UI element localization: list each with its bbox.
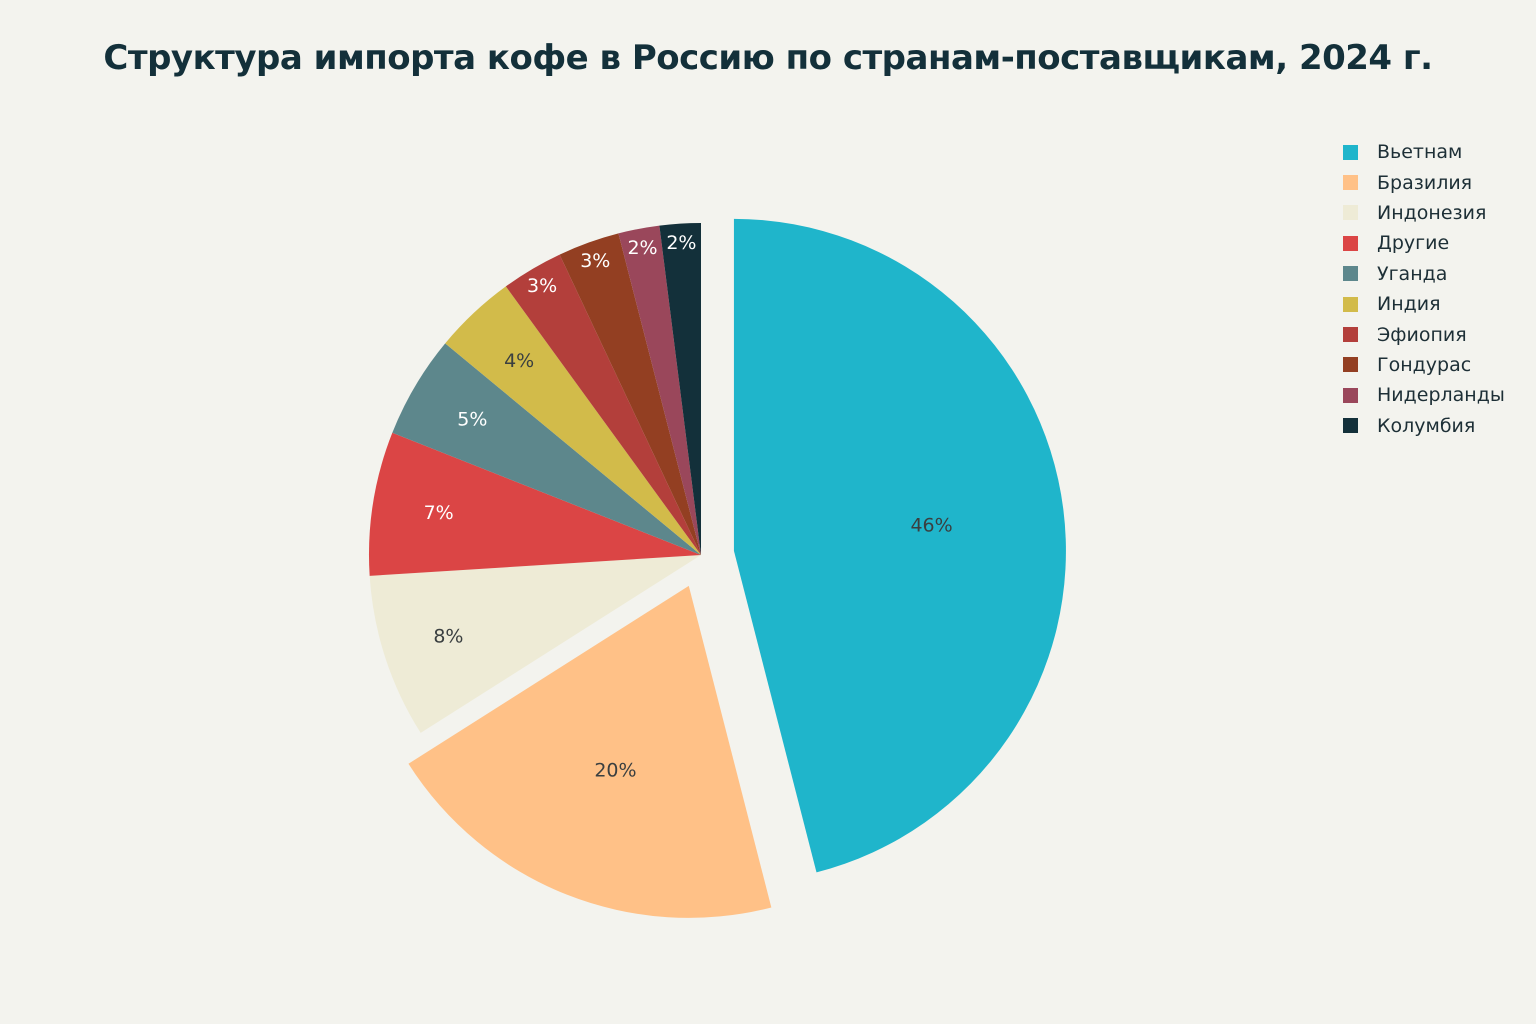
pie-slice-label-5: 5% — [457, 408, 487, 430]
pie-slice-label-4: 7% — [424, 502, 454, 524]
pie-slice-10 — [659, 223, 701, 555]
legend-swatch — [1343, 235, 1358, 251]
legend-item-3[interactable]: Индонезия — [1343, 198, 1505, 228]
pie-slice-7 — [505, 254, 701, 555]
legend-item-8[interactable]: Гондурас — [1343, 350, 1505, 380]
legend-label: Эфиопия — [1377, 323, 1467, 346]
chart-title: Структура импорта кофе в Россию по стран… — [103, 38, 1433, 78]
pie-slice-label-9: 2% — [627, 237, 657, 259]
legend-item-5[interactable]: Уганда — [1343, 259, 1505, 289]
pie-slice-label-8: 3% — [580, 250, 610, 272]
legend-label: Бразилия — [1377, 171, 1473, 194]
pie-slice-2 — [408, 585, 772, 918]
legend-item-1[interactable]: Вьетнам — [1343, 137, 1505, 167]
pie-slice-label-7: 3% — [527, 275, 557, 297]
pie-slice-1 — [733, 218, 1066, 873]
pie-slice-5 — [392, 343, 701, 555]
legend-label: Индонезия — [1377, 201, 1487, 224]
legend-item-7[interactable]: Эфиопия — [1343, 319, 1505, 349]
legend-item-9[interactable]: Нидерланды — [1343, 380, 1505, 410]
legend-label: Уганда — [1377, 262, 1448, 285]
legend-item-4[interactable]: Другие — [1343, 228, 1505, 258]
pie-slice-label-1: 46% — [910, 514, 952, 536]
legend-swatch — [1343, 205, 1358, 221]
pie-slice-label-10: 2% — [666, 232, 696, 254]
pie-slice-6 — [445, 286, 701, 555]
legend-item-2[interactable]: Бразилия — [1343, 167, 1505, 197]
legend-label: Гондурас — [1377, 353, 1472, 376]
legend-swatch — [1343, 296, 1358, 312]
legend-item-6[interactable]: Индия — [1343, 289, 1505, 319]
legend-swatch — [1343, 418, 1358, 434]
legend-swatch — [1343, 144, 1358, 160]
legend-swatch — [1343, 357, 1358, 373]
legend-label: Индия — [1377, 293, 1441, 316]
pie-slice-3 — [369, 555, 701, 733]
legend-swatch — [1343, 327, 1358, 343]
legend-swatch — [1343, 387, 1358, 403]
pie-slice-4 — [369, 432, 701, 576]
pie-slice-label-3: 8% — [433, 626, 463, 648]
legend-item-10[interactable]: Колумбия — [1343, 411, 1505, 441]
legend-swatch — [1343, 266, 1358, 282]
legend-label: Нидерланды — [1377, 384, 1505, 407]
legend-label: Колумбия — [1377, 414, 1476, 437]
legend: Вьетнам Бразилия Индонезия Другие Уганда Инди… — [1343, 137, 1505, 441]
legend-label: Вьетнам — [1377, 141, 1463, 164]
pie-slice-label-2: 20% — [594, 760, 636, 782]
pie-slice-8 — [559, 233, 701, 555]
pie-slice-label-6: 4% — [504, 350, 534, 372]
pie-slice-9 — [618, 225, 701, 555]
legend-label: Другие — [1377, 232, 1450, 255]
legend-swatch — [1343, 175, 1358, 191]
